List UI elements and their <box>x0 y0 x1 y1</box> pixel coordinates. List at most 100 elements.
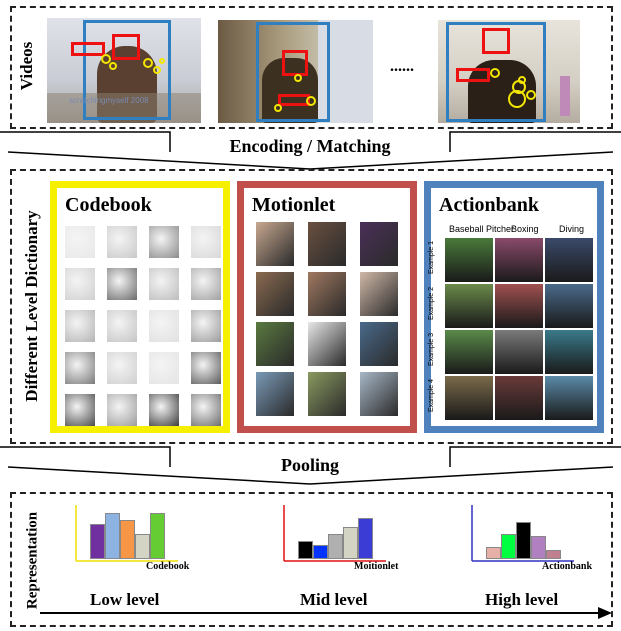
histogram-bar <box>313 545 328 559</box>
codebook-patch <box>149 268 179 300</box>
video-frame-3 <box>438 20 580 123</box>
motionlet-clip <box>308 272 346 316</box>
actionbank-example <box>445 376 493 420</box>
motionlet-clip <box>360 222 398 266</box>
video-watermark: scratchingmyself 2008 <box>69 96 149 105</box>
actionbank-row-head: Example 2 <box>428 286 436 321</box>
codebook-patch <box>191 352 221 384</box>
histogram-axis-label: Codebook <box>146 561 190 572</box>
histogram-bar <box>120 520 135 559</box>
motionlet-clip <box>256 222 294 266</box>
motionlet-title: Motionlet <box>252 194 336 216</box>
histogram-1: Moitionlet <box>278 505 398 572</box>
histogram-bar <box>501 534 516 559</box>
motionlet-clip <box>308 222 346 266</box>
interest-point <box>526 90 536 100</box>
actionbank-example <box>495 284 543 328</box>
histogram-axes <box>283 505 386 562</box>
detection-box-red <box>282 50 308 76</box>
encoding-funnel <box>0 131 621 170</box>
interest-point <box>294 74 302 82</box>
dictionary-label: Different Level Dictionary <box>22 210 41 402</box>
codebook-patch <box>149 226 179 258</box>
level-label-mid: Mid level <box>300 590 368 609</box>
actionbank-row-head: Example 4 <box>428 378 436 413</box>
motionlet-box: Motionlet <box>237 181 417 433</box>
codebook-patch <box>149 310 179 342</box>
codebook-title: Codebook <box>65 194 152 216</box>
histogram-axes <box>75 505 178 562</box>
histogram-0: Codebook <box>70 505 190 572</box>
histogram-bar <box>105 513 120 559</box>
actionbank-box: Actionbank Baseball Pitcher Boxing Divin… <box>424 181 604 433</box>
actionbank-example <box>545 238 593 282</box>
actionbank-example <box>495 330 543 374</box>
interest-point <box>109 62 117 70</box>
detection-box-red <box>71 42 105 56</box>
histogram-bar <box>546 550 561 559</box>
actionbank-example <box>545 376 593 420</box>
videos-label: Videos <box>17 41 36 91</box>
encoding-matching-label: Encoding / Matching <box>229 136 391 156</box>
detection-box-red <box>482 28 510 54</box>
actionbank-example <box>545 284 593 328</box>
actionbank-example <box>495 376 543 420</box>
motionlet-clip <box>308 322 346 366</box>
actionbank-row-head: Example 1 <box>428 240 436 275</box>
interest-point <box>274 104 282 112</box>
codebook-patch <box>149 352 179 384</box>
interest-point <box>508 90 526 108</box>
motionlet-clip <box>256 322 294 366</box>
histogram-bar <box>298 541 313 559</box>
interest-point <box>518 76 526 84</box>
codebook-patch <box>107 394 137 426</box>
actionbank-example <box>445 330 493 374</box>
codebook-patch <box>191 310 221 342</box>
codebook-patch <box>107 352 137 384</box>
histogram-bar <box>516 522 531 559</box>
actionbank-example <box>545 330 593 374</box>
motionlet-clip <box>360 322 398 366</box>
actionbank-col-head: Boxing <box>511 224 539 234</box>
actionbank-example <box>445 284 493 328</box>
codebook-box: Codebook <box>50 181 230 433</box>
detection-box-blue <box>83 20 171 120</box>
motionlet-clip <box>360 372 398 416</box>
codebook-patch <box>107 310 137 342</box>
histogram-bar <box>150 513 165 559</box>
video-frame-1: scratchingmyself 2008 <box>47 18 201 123</box>
codebook-patch <box>191 226 221 258</box>
histogram-axis-label: Actionbank <box>542 561 593 572</box>
actionbank-col-head: Diving <box>559 224 585 234</box>
motionlet-clip <box>360 272 398 316</box>
codebook-patch <box>65 352 95 384</box>
codebook-patch <box>65 268 95 300</box>
actionbank-title: Actionbank <box>439 194 540 216</box>
pooling-funnel <box>0 446 621 485</box>
codebook-patch <box>107 226 137 258</box>
detection-box-red <box>456 68 490 82</box>
histogram-axis-label: Moitionlet <box>354 561 399 572</box>
interest-point <box>490 68 500 78</box>
level-arrow <box>40 607 612 619</box>
motionlet-clip <box>256 372 294 416</box>
detection-box-blue <box>256 22 330 122</box>
histogram-bar <box>135 534 150 559</box>
histogram-bar <box>358 518 373 559</box>
motionlet-clip <box>308 372 346 416</box>
level-label-low: Low level <box>90 590 160 609</box>
motionlet-clip <box>256 272 294 316</box>
histogram-bar <box>343 527 358 559</box>
actionbank-example <box>495 238 543 282</box>
histogram-2: Actionbank <box>466 505 592 572</box>
dictionary-panel <box>10 169 613 444</box>
histogram-bar <box>486 547 501 559</box>
codebook-patch <box>65 394 95 426</box>
actionbank-row-head: Example 3 <box>428 332 436 367</box>
video-frame-2 <box>218 20 373 123</box>
codebook-patch <box>191 268 221 300</box>
histogram-axes <box>471 505 574 562</box>
codebook-patch <box>149 394 179 426</box>
histogram-bar <box>531 536 546 559</box>
actionbank-example <box>445 238 493 282</box>
